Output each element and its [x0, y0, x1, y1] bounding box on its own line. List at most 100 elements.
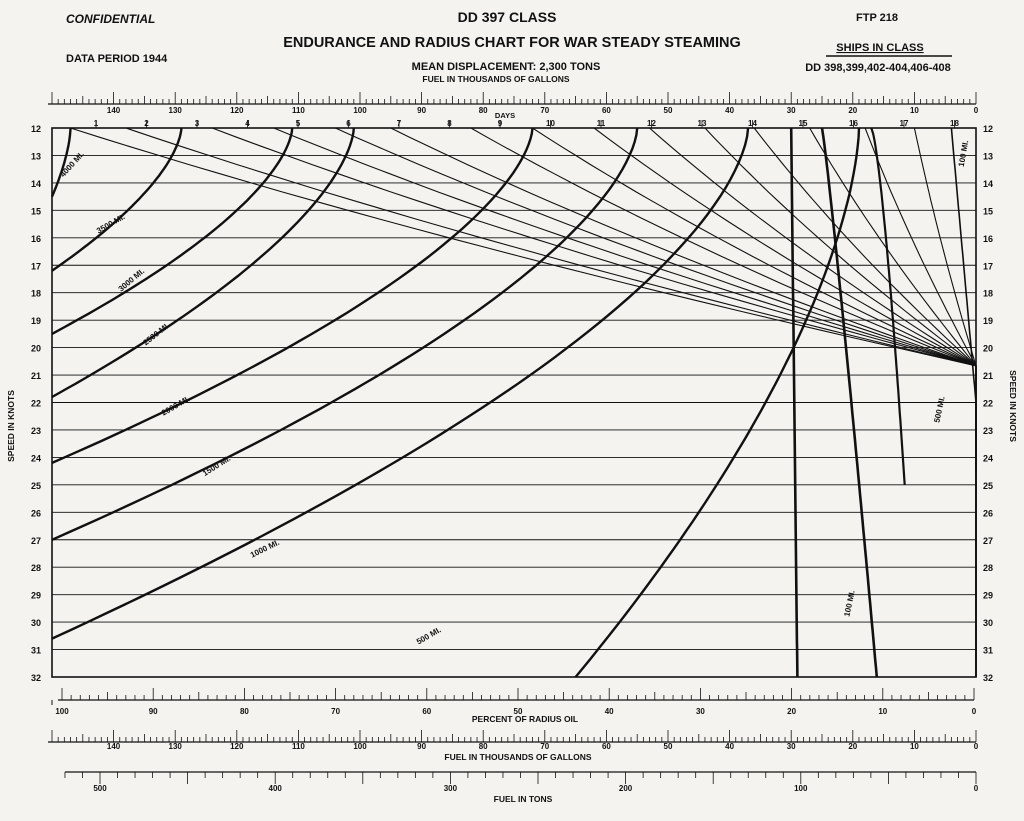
speed-tick-left: 16 [31, 234, 41, 244]
tons-label: 500 [93, 784, 107, 793]
bottom-gallon-scale-label: 0 [974, 742, 979, 751]
bottom-gallon-scale-label: 120 [230, 742, 244, 751]
speed-tick-left: 12 [31, 124, 41, 134]
speed-tick-right: 14 [983, 179, 993, 189]
confidential-label: CONFIDENTIAL [66, 12, 155, 26]
speed-tick-right: 19 [983, 316, 993, 326]
day-label: 13 [698, 119, 707, 128]
tons-label: 200 [619, 784, 633, 793]
radius-curve-500-mi-right [870, 127, 906, 485]
speed-tick-left: 31 [31, 646, 41, 656]
speed-tick-left: 28 [31, 563, 41, 573]
speed-tick-left: 14 [31, 179, 41, 189]
day-label: 6 [346, 119, 351, 128]
radius-curve-2500-mi- [51, 127, 355, 399]
speed-tick-right: 31 [983, 646, 993, 656]
top-gallon-scale-label: 90 [417, 106, 426, 115]
curve-label: 4000 MI. [58, 150, 86, 179]
speed-tick-right: 17 [983, 261, 993, 271]
percent-scale-label: 20 [787, 707, 796, 716]
speed-tick-right: 16 [983, 234, 993, 244]
bottom-gallon-scale-label: 140 [107, 742, 121, 751]
curve-label: 100 MI. [842, 589, 856, 617]
chart-title: ENDURANCE AND RADIUS CHART FOR WAR STEAD… [283, 35, 741, 51]
speed-tick-left: 23 [31, 426, 41, 436]
bottom-gallon-scale-label: 60 [602, 742, 611, 751]
speed-tick-left: 19 [31, 316, 41, 326]
radius-curve-100-mi-right [950, 127, 977, 472]
day-label: 14 [748, 119, 757, 128]
radius-curve-100-mi [820, 127, 879, 678]
percent-scale-label: 50 [514, 707, 523, 716]
bottom-gallon-scale-label: 70 [540, 742, 549, 751]
radius-curve-3500-mi- [51, 127, 183, 272]
speed-tick-right: 27 [983, 536, 993, 546]
percent-scale-label: 70 [331, 707, 340, 716]
day-label: 10 [546, 119, 555, 128]
speed-tick-left: 30 [31, 618, 41, 628]
radius-curve-3000-mi- [51, 127, 294, 335]
top-gallon-scale-label: 0 [974, 106, 979, 115]
gallons-axis-title: FUEL IN THOUSANDS OF GALLONS [444, 752, 592, 762]
bottom-gallon-scale-label: 30 [787, 742, 796, 751]
speed-tick-left: 20 [31, 344, 41, 354]
speed-tick-right: 24 [983, 453, 993, 463]
radius-curve-1000-mi- [51, 127, 750, 640]
top-gallon-scale-label: 120 [230, 106, 244, 115]
top-gallon-scale-label: 110 [292, 106, 305, 115]
speed-axis-title-right: SPEED IN KNOTS [1008, 370, 1018, 442]
speed-tick-right: 26 [983, 508, 993, 518]
speed-tick-right: 15 [983, 206, 993, 216]
top-gallon-scale-label: 40 [725, 106, 734, 115]
percent-scale-label: 90 [149, 707, 158, 716]
speed-tick-left: 13 [31, 151, 41, 161]
speed-tick-left: 15 [31, 206, 41, 216]
bottom-gallon-scale-label: 50 [664, 742, 673, 751]
percent-scale-label: 30 [696, 707, 705, 716]
speed-tick-left: 22 [31, 399, 41, 409]
speed-tick-left: 18 [31, 289, 41, 299]
data-period: DATA PERIOD 1944 [66, 53, 168, 65]
curves-layer [50, 127, 977, 678]
top-fuel-axis-title: FUEL IN THOUSANDS OF GALLONS [422, 74, 570, 84]
percent-axis-title: PERCENT OF RADIUS OIL [472, 714, 578, 724]
day-label: 2 [144, 119, 149, 128]
ships-in-class-label: SHIPS IN CLASS [836, 42, 923, 54]
tons-axis-title: FUEL IN TONS [494, 794, 553, 804]
bottom-gallon-scale-label: 90 [417, 742, 426, 751]
speed-tick-right: 23 [983, 426, 993, 436]
speed-tick-left: 32 [31, 673, 41, 683]
ships-list: DD 398,399,402-404,406-408 [805, 62, 951, 74]
percent-scale-label: 100 [55, 707, 69, 716]
percent-scale-label: 10 [878, 707, 887, 716]
percent-scale-label: 80 [240, 707, 249, 716]
top-gallon-scale-label: 70 [540, 106, 549, 115]
bottom-gallon-scale-label: 100 [353, 742, 367, 751]
speed-tick-right: 28 [983, 563, 993, 573]
bottom-gallon-scale-label: 130 [169, 742, 183, 751]
speed-tick-right: 21 [983, 371, 993, 381]
day-label: 8 [447, 119, 452, 128]
top-gallon-scale-label: 30 [787, 106, 796, 115]
tons-label: 300 [444, 784, 458, 793]
curve-label: 500 MI. [415, 625, 443, 646]
class-title: DD 397 CLASS [458, 9, 557, 25]
top-gallon-scale-label: 130 [169, 106, 183, 115]
day-label: 5 [296, 119, 301, 128]
speed-axis-title-left: SPEED IN KNOTS [6, 390, 16, 462]
top-gallon-scale-label: 20 [848, 106, 857, 115]
curve-label: 500 MI. [932, 395, 946, 423]
radius-curve-4000-mi- [50, 128, 72, 198]
curve-label: 3500 MI. [95, 212, 126, 235]
day-label: 12 [647, 119, 656, 128]
tons-label: 100 [794, 784, 808, 793]
percent-scale-label: 0 [972, 707, 977, 716]
day-label: 1 [94, 119, 99, 128]
radius-curve-1500-mi- [51, 127, 639, 541]
speed-tick-right: 20 [983, 344, 993, 354]
day-label: 9 [498, 119, 503, 128]
speed-tick-right: 22 [983, 399, 993, 409]
bottom-gallon-scale-label: 20 [848, 742, 857, 751]
bottom-gallon-scale-label: 10 [910, 742, 919, 751]
